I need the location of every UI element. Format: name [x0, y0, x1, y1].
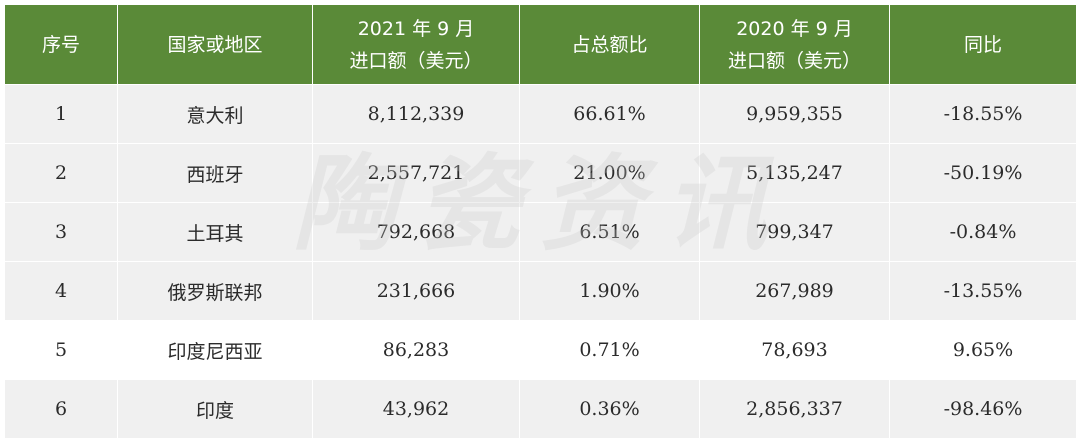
- cell-import-2020: 2,856,337: [699, 379, 890, 439]
- cell-yoy: 9.65%: [889, 320, 1077, 380]
- header-import-2020: 2020 年 9 月 进口额（美元）: [699, 4, 890, 85]
- header-yoy: 同比: [889, 4, 1077, 85]
- table-row: 2 西班牙 2,557,721 21.00% 5,135,247 -50.19%: [4, 143, 1077, 203]
- table-row: 4 俄罗斯联邦 231,666 1.90% 267,989 -13.55%: [4, 261, 1077, 321]
- cell-index: 6: [4, 379, 118, 439]
- header-import-2020-line1: 2020 年 9 月: [736, 17, 853, 40]
- cell-import-2021: 8,112,339: [312, 84, 520, 144]
- table-row: 5 印度尼西亚 86,283 0.71% 78,693 9.65%: [4, 320, 1077, 380]
- cell-country: 印度: [117, 379, 313, 439]
- header-yoy-label: 同比: [963, 33, 1002, 56]
- table-header-row: 序号 国家或地区 2021 年 9 月 进口额（美元） 占总额比 2020 年 …: [4, 4, 1077, 85]
- cell-country: 印度尼西亚: [117, 320, 313, 380]
- cell-index: 1: [4, 84, 118, 144]
- cell-share: 1.90%: [519, 261, 700, 321]
- header-import-2021-line1: 2021 年 9 月: [357, 17, 475, 40]
- header-country: 国家或地区: [117, 4, 313, 85]
- header-import-2021: 2021 年 9 月 进口额（美元）: [312, 4, 520, 85]
- cell-import-2020: 78,693: [699, 320, 890, 380]
- header-share: 占总额比: [519, 4, 700, 85]
- cell-index: 4: [4, 261, 118, 321]
- table-row: 6 印度 43,962 0.36% 2,856,337 -98.46%: [4, 379, 1077, 439]
- cell-country: 意大利: [117, 84, 313, 144]
- cell-yoy: -0.84%: [889, 202, 1077, 262]
- cell-country: 西班牙: [117, 143, 313, 203]
- cell-import-2020: 5,135,247: [699, 143, 890, 203]
- cell-import-2021: 792,668: [312, 202, 520, 262]
- cell-import-2021: 2,557,721: [312, 143, 520, 203]
- cell-country: 俄罗斯联邦: [117, 261, 313, 321]
- header-index: 序号: [4, 4, 118, 85]
- cell-import-2020: 9,959,355: [699, 84, 890, 144]
- cell-country: 土耳其: [117, 202, 313, 262]
- header-share-label: 占总额比: [571, 33, 648, 56]
- cell-import-2020: 267,989: [699, 261, 890, 321]
- cell-yoy: -98.46%: [889, 379, 1077, 439]
- header-country-label: 国家或地区: [167, 33, 263, 56]
- cell-share: 21.00%: [519, 143, 700, 203]
- table-row: 1 意大利 8,112,339 66.61% 9,959,355 -18.55%: [4, 84, 1077, 144]
- cell-import-2021: 86,283: [312, 320, 520, 380]
- cell-index: 5: [4, 320, 118, 380]
- cell-share: 0.36%: [519, 379, 700, 439]
- cell-share: 0.71%: [519, 320, 700, 380]
- cell-import-2020: 799,347: [699, 202, 890, 262]
- cell-share: 6.51%: [519, 202, 700, 262]
- cell-yoy: -13.55%: [889, 261, 1077, 321]
- table-row: 3 土耳其 792,668 6.51% 799,347 -0.84%: [4, 202, 1077, 262]
- header-import-2020-line2: 进口额（美元）: [727, 49, 861, 72]
- cell-import-2021: 231,666: [312, 261, 520, 321]
- import-data-table: 序号 国家或地区 2021 年 9 月 进口额（美元） 占总额比 2020 年 …: [4, 4, 1077, 439]
- cell-yoy: -18.55%: [889, 84, 1077, 144]
- header-index-label: 序号: [41, 33, 80, 56]
- cell-index: 2: [4, 143, 118, 203]
- header-import-2021-line2: 进口额（美元）: [349, 49, 483, 72]
- cell-share: 66.61%: [519, 84, 700, 144]
- cell-index: 3: [4, 202, 118, 262]
- cell-import-2021: 43,962: [312, 379, 520, 439]
- cell-yoy: -50.19%: [889, 143, 1077, 203]
